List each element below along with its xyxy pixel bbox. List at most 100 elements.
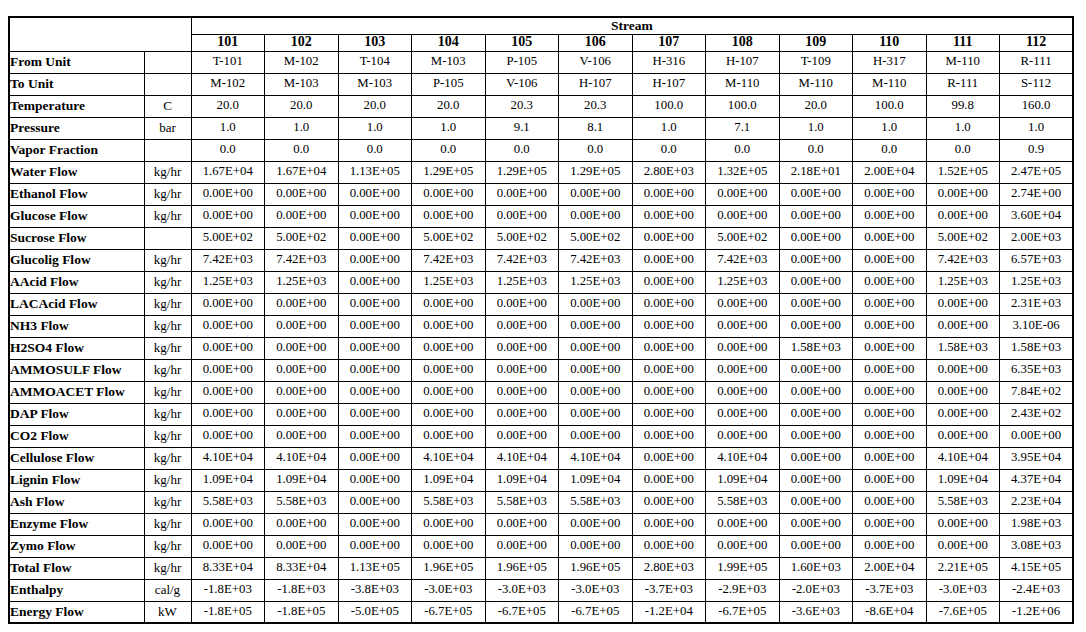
cell-value: 0.0 xyxy=(485,139,559,161)
row-unit: kg/hr xyxy=(144,535,191,557)
cell-value: 0.0 xyxy=(632,139,706,161)
cell-value: 1.96E+05 xyxy=(559,557,633,579)
cell-value: 1.98E+03 xyxy=(1000,513,1074,535)
cell-value: 9.1 xyxy=(485,117,559,139)
cell-value: 0.00E+00 xyxy=(485,425,559,447)
cell-value: 0.0 xyxy=(706,139,780,161)
cell-value: 0.00E+00 xyxy=(338,359,412,381)
cell-value: 0.00E+00 xyxy=(412,403,486,425)
cell-value: 5.58E+03 xyxy=(926,491,1000,513)
row-label: Zymo Flow xyxy=(9,535,144,557)
cell-value: -2.4E+03 xyxy=(1000,579,1074,601)
row-label: Vapor Fraction xyxy=(9,139,144,161)
cell-value: 0.00E+00 xyxy=(191,359,265,381)
cell-value: -3.0E+03 xyxy=(485,579,559,601)
cell-value: 1.09E+04 xyxy=(706,469,780,491)
cell-value: -1.2E+04 xyxy=(632,601,706,623)
cell-value: 4.10E+04 xyxy=(706,447,780,469)
cell-value: 0.00E+00 xyxy=(632,425,706,447)
row-label: Temperature xyxy=(9,95,144,117)
cell-value: 0.00E+00 xyxy=(338,293,412,315)
row-label: DAP Flow xyxy=(9,403,144,425)
row-unit: kg/hr xyxy=(144,205,191,227)
cell-value: 1.52E+05 xyxy=(926,161,1000,183)
stream-id-header: 108 xyxy=(706,34,780,51)
cell-value: 1.09E+04 xyxy=(559,469,633,491)
cell-value: 1.0 xyxy=(338,117,412,139)
cell-value: 1.67E+04 xyxy=(191,161,265,183)
cell-value: 0.00E+00 xyxy=(338,271,412,293)
cell-value: 0.00E+00 xyxy=(265,513,339,535)
cell-value: 0.00E+00 xyxy=(265,381,339,403)
cell-value: 0.00E+00 xyxy=(853,403,927,425)
cell-value: 0.00E+00 xyxy=(706,183,780,205)
cell-value: 1.0 xyxy=(853,117,927,139)
cell-value: 1.09E+04 xyxy=(926,469,1000,491)
cell-value: 1.13E+05 xyxy=(338,161,412,183)
cell-value: R-111 xyxy=(1000,51,1074,73)
cell-value: 0.00E+00 xyxy=(926,183,1000,205)
cell-value: 0.00E+00 xyxy=(191,183,265,205)
cell-value: 0.00E+00 xyxy=(853,249,927,271)
cell-value: 1.0 xyxy=(926,117,1000,139)
cell-value: 3.60E+04 xyxy=(1000,205,1074,227)
cell-value: 5.58E+03 xyxy=(412,491,486,513)
row-unit: kg/hr xyxy=(144,161,191,183)
cell-value: 5.00E+02 xyxy=(265,227,339,249)
stream-id-header: 102 xyxy=(265,34,339,51)
cell-value: 0.00E+00 xyxy=(926,205,1000,227)
cell-value: 4.10E+04 xyxy=(265,447,339,469)
cell-value: -6.7E+05 xyxy=(559,601,633,623)
cell-value: 0.00E+00 xyxy=(191,293,265,315)
cell-value: 8.33E+04 xyxy=(265,557,339,579)
cell-value: -2.9E+03 xyxy=(706,579,780,601)
cell-value: 2.23E+04 xyxy=(1000,491,1074,513)
table-row: Energy FlowkW-1.8E+05-1.8E+05-5.0E+05-6.… xyxy=(9,601,1073,623)
row-label: Sucrose Flow xyxy=(9,227,144,249)
cell-value: H-317 xyxy=(853,51,927,73)
cell-value: 0.00E+00 xyxy=(706,293,780,315)
row-unit: kg/hr xyxy=(144,183,191,205)
cell-value: 0.00E+00 xyxy=(1000,425,1074,447)
cell-value: 0.00E+00 xyxy=(412,425,486,447)
row-label: Total Flow xyxy=(9,557,144,579)
cell-value: 0.00E+00 xyxy=(779,491,853,513)
cell-value: 0.00E+00 xyxy=(265,205,339,227)
cell-value: 0.00E+00 xyxy=(191,403,265,425)
table-row: AAcid Flowkg/hr1.25E+031.25E+030.00E+001… xyxy=(9,271,1073,293)
row-label: Energy Flow xyxy=(9,601,144,623)
table-row: Vapor Fraction0.00.00.00.00.00.00.00.00.… xyxy=(9,139,1073,161)
cell-value: 0.00E+00 xyxy=(853,535,927,557)
table-row: TemperatureC20.020.020.020.020.320.3100.… xyxy=(9,95,1073,117)
cell-value: 7.42E+03 xyxy=(559,249,633,271)
cell-value: 5.58E+03 xyxy=(706,491,780,513)
cell-value: 4.10E+04 xyxy=(191,447,265,469)
stream-id-header: 106 xyxy=(559,34,633,51)
row-label: Lignin Flow xyxy=(9,469,144,491)
cell-value: 0.00E+00 xyxy=(485,183,559,205)
cell-value: -3.0E+03 xyxy=(412,579,486,601)
cell-value: 0.00E+00 xyxy=(779,183,853,205)
cell-value: V-106 xyxy=(559,51,633,73)
row-unit: kg/hr xyxy=(144,513,191,535)
cell-value: 4.15E+05 xyxy=(1000,557,1074,579)
row-unit xyxy=(144,51,191,73)
cell-value: 0.0 xyxy=(265,139,339,161)
row-unit: cal/g xyxy=(144,579,191,601)
cell-value: 0.00E+00 xyxy=(265,183,339,205)
cell-value: -3.6E+03 xyxy=(779,601,853,623)
cell-value: 0.00E+00 xyxy=(632,315,706,337)
stream-id-header: 109 xyxy=(779,34,853,51)
cell-value: 0.00E+00 xyxy=(706,205,780,227)
cell-value: 0.00E+00 xyxy=(412,183,486,205)
cell-value: 0.00E+00 xyxy=(779,403,853,425)
cell-value: 2.80E+03 xyxy=(632,161,706,183)
cell-value: 1.25E+03 xyxy=(412,271,486,293)
cell-value: -3.7E+03 xyxy=(853,579,927,601)
cell-value: 0.00E+00 xyxy=(853,359,927,381)
cell-value: 6.35E+03 xyxy=(1000,359,1074,381)
cell-value: 20.3 xyxy=(559,95,633,117)
cell-value: 0.00E+00 xyxy=(485,293,559,315)
cell-value: 0.00E+00 xyxy=(338,535,412,557)
table-row: Enzyme Flowkg/hr0.00E+000.00E+000.00E+00… xyxy=(9,513,1073,535)
